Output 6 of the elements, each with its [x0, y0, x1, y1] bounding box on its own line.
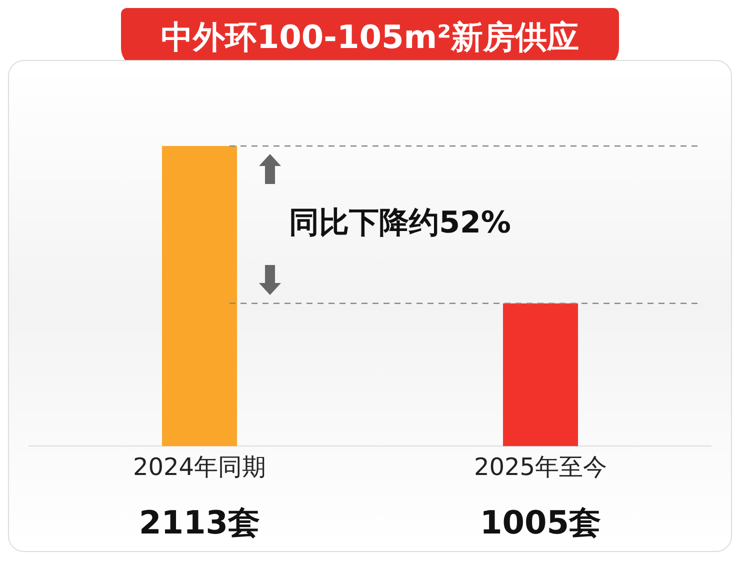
data-label: 1005套 — [480, 503, 602, 542]
chart-title: 中外环100-105m²新房供应 — [120, 8, 620, 68]
data-label: 2113套 — [138, 503, 260, 542]
x-tick-label: 2025年至今 — [474, 452, 608, 481]
annotation: 同比下降约52% — [289, 205, 511, 240]
x-tick-label: 2024年同期 — [132, 452, 266, 481]
